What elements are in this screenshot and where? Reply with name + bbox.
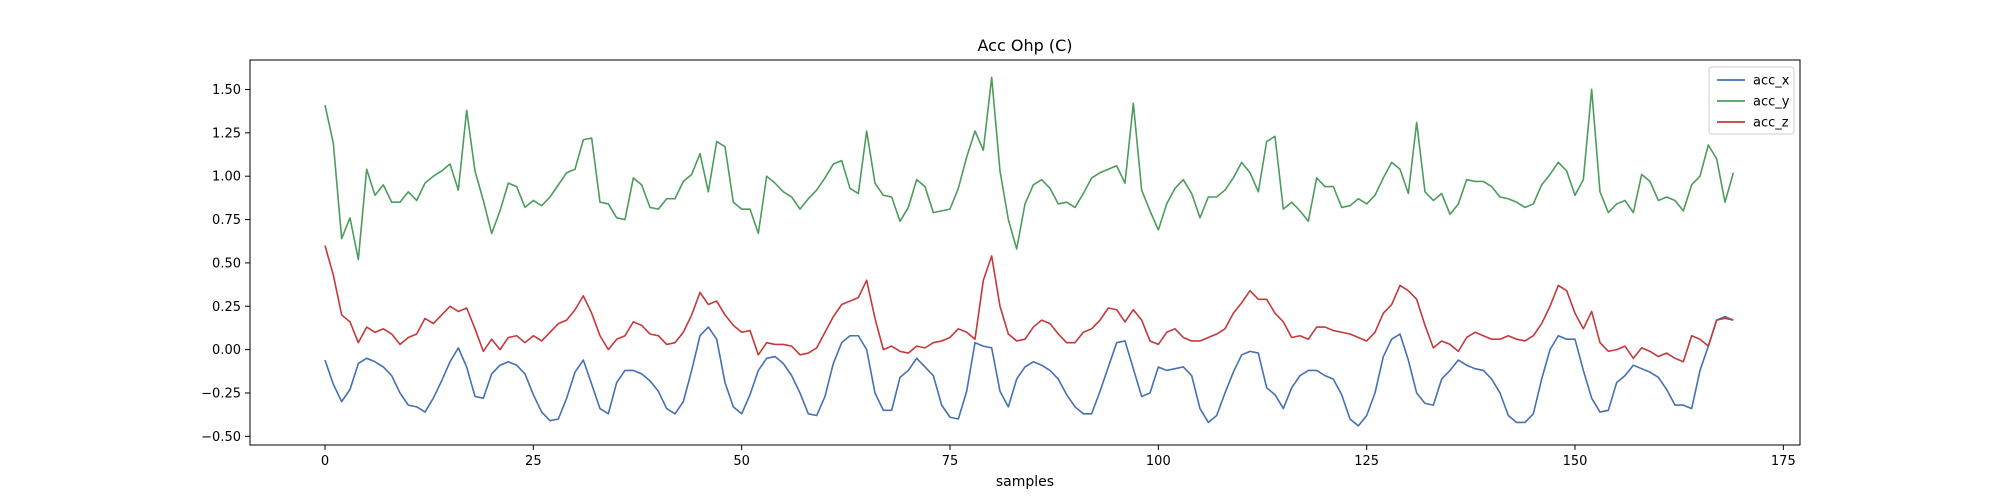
legend-box	[1708, 66, 1795, 135]
x-tick-label: 175	[1771, 454, 1796, 469]
x-tick-label: 50	[733, 454, 750, 469]
y-axis: −0.50 −0.25 0.00 0.25 0.50 0.75 1.00 1.25 1.50	[201, 83, 250, 445]
x-tick-label: 100	[1146, 454, 1171, 469]
x-tick-label: 25	[525, 454, 542, 469]
x-axis-label: samples	[996, 474, 1054, 490]
y-tick-label: 1.50	[212, 83, 241, 98]
plot-area	[249, 59, 1801, 446]
series-line-acc-x	[324, 315, 1734, 427]
chart-title: Acc Ohp (C)	[978, 36, 1073, 55]
y-tick-label: −0.25	[201, 386, 241, 401]
x-tick-label: 150	[1563, 454, 1588, 469]
x-tick-label: 125	[1354, 454, 1379, 469]
plot-frame	[249, 59, 1801, 446]
y-tick-label: 0.75	[212, 213, 241, 228]
y-tick-label: 1.00	[212, 170, 241, 185]
legend-label-acc-z: acc_z	[1753, 116, 1789, 131]
y-tick-label: −0.50	[201, 430, 241, 445]
legend-label-acc-x: acc_x	[1753, 74, 1790, 89]
x-tick-label: 0	[321, 454, 329, 469]
series-line-acc-z	[324, 245, 1734, 363]
x-axis: 0 25 50 75 100 125 150 175	[321, 445, 1796, 469]
series-line-acc-y	[324, 76, 1735, 261]
y-tick-label: 0.00	[212, 343, 241, 358]
legend: acc_x acc_y acc_z	[1708, 66, 1795, 135]
y-tick-label: 0.50	[212, 256, 241, 271]
legend-label-acc-y: acc_y	[1753, 95, 1790, 110]
x-tick-label: 75	[942, 454, 959, 469]
y-tick-label: 1.25	[212, 126, 241, 141]
y-tick-label: 0.25	[212, 300, 241, 315]
